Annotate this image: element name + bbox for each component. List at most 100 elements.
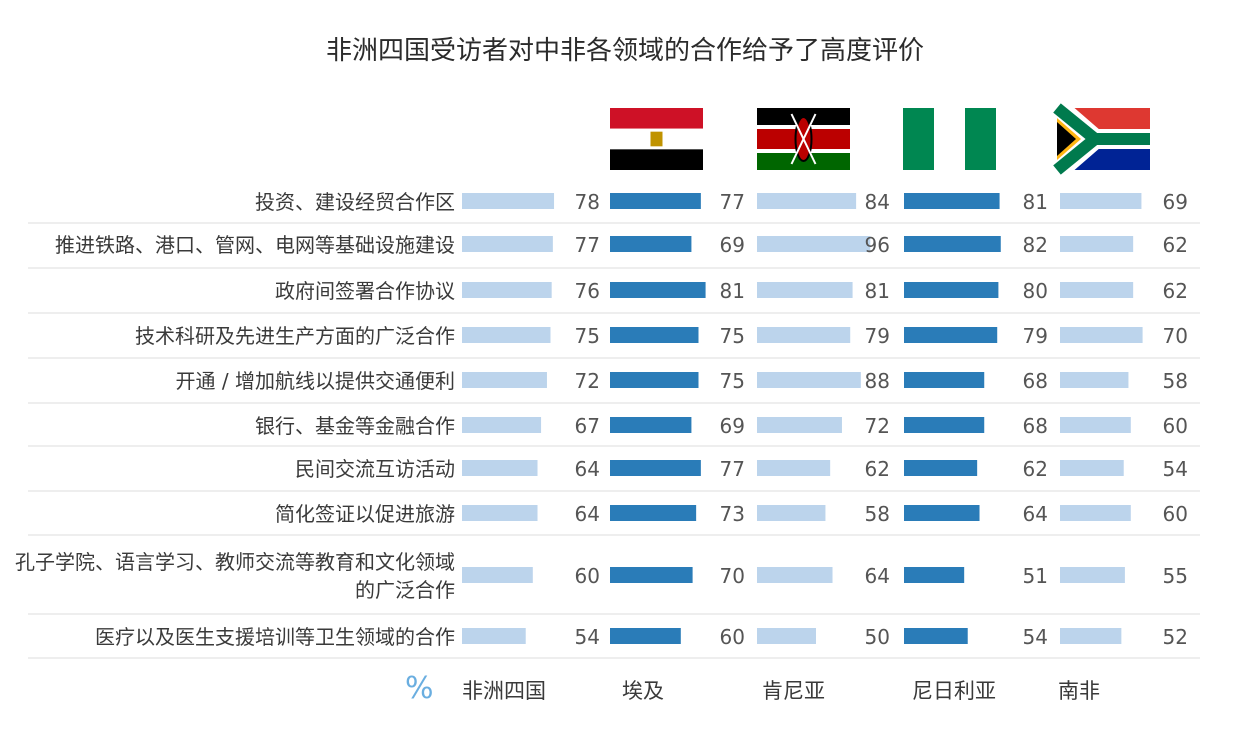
chart-title: 非洲四国受访者对中非各领域的合作给予了高度评价 (325, 36, 924, 66)
bar (610, 628, 681, 644)
bar (610, 417, 692, 433)
value-label: 96 (865, 233, 890, 257)
category-label: 简化签证以促进旅游 (275, 502, 455, 526)
bar (462, 282, 552, 298)
chart-row: 简化签证以促进旅游 64 73 58 64 60 (275, 502, 1188, 526)
value-label: 64 (1023, 502, 1048, 526)
value-label: 50 (865, 625, 890, 649)
value-label: 62 (1163, 279, 1188, 303)
bar (1060, 372, 1129, 388)
bar (462, 628, 526, 644)
category-label: 投资、建设经贸合作区 (255, 190, 455, 214)
chart-row: 政府间签署合作协议 76 81 81 80 62 (275, 279, 1188, 303)
bar (1060, 236, 1134, 252)
value-label: 62 (1023, 457, 1048, 481)
bar (462, 236, 553, 252)
bar (904, 193, 1000, 209)
value-label: 64 (575, 502, 600, 526)
value-label: 60 (1163, 502, 1188, 526)
value-label: 77 (720, 457, 745, 481)
category-label: 孔子学院、语言学习、教师交流等教育和文化领域的广泛合作 (15, 550, 455, 602)
value-label: 68 (1023, 369, 1048, 393)
bar (904, 628, 968, 644)
category-label: 银行、基金等金融合作 (255, 414, 455, 438)
chart-row: 投资、建设经贸合作区 78 77 84 81 69 (255, 190, 1188, 214)
bar (462, 327, 551, 343)
value-label: 72 (865, 414, 890, 438)
series-label: 非洲四国 (462, 679, 546, 703)
value-label: 54 (1023, 625, 1048, 649)
south-africa-flag (1050, 98, 1150, 180)
value-label: 60 (720, 625, 745, 649)
bar (610, 193, 701, 209)
series-label: 埃及 (622, 679, 664, 703)
bar (904, 567, 965, 583)
bar (1060, 628, 1122, 644)
bar (462, 372, 547, 388)
value-label: 80 (1023, 279, 1048, 303)
value-label: 58 (865, 502, 890, 526)
bar (757, 372, 861, 388)
bar (757, 327, 851, 343)
series-label: 肯尼亚 (762, 679, 825, 703)
bar (757, 417, 842, 433)
category-label: 推进铁路、港口、管网、电网等基础设施建设 (55, 233, 455, 257)
value-label: 54 (575, 625, 600, 649)
chart-row: 技术科研及先进生产方面的广泛合作 75 75 79 79 70 (135, 324, 1188, 348)
value-label: 84 (865, 190, 890, 214)
value-label: 68 (1023, 414, 1048, 438)
chart-row: 银行、基金等金融合作 67 69 72 68 60 (255, 414, 1188, 438)
value-label: 67 (575, 414, 600, 438)
bar (610, 327, 699, 343)
value-label: 60 (1163, 414, 1188, 438)
bar (462, 567, 533, 583)
egypt-flag (610, 108, 703, 170)
category-label: 民间交流互访活动 (295, 457, 455, 481)
value-label: 69 (720, 233, 745, 257)
value-label: 75 (575, 324, 600, 348)
bar (610, 282, 706, 298)
chart-row: 民间交流互访活动 64 77 62 62 54 (295, 457, 1188, 481)
bar (904, 372, 985, 388)
bar (904, 417, 985, 433)
bar (1060, 193, 1142, 209)
nigeria-flag (903, 108, 996, 170)
bar (757, 193, 857, 209)
value-label: 79 (865, 324, 890, 348)
bar (757, 460, 831, 476)
bar (1060, 282, 1134, 298)
series-label: 尼日利亚 (912, 679, 996, 703)
bar (610, 236, 692, 252)
value-label: 69 (1163, 190, 1188, 214)
value-label: 88 (865, 369, 890, 393)
bar (462, 417, 542, 433)
value-label: 70 (720, 564, 745, 588)
bar (462, 460, 538, 476)
bar (757, 628, 816, 644)
bar (462, 193, 555, 209)
bar (904, 460, 978, 476)
value-label: 52 (1163, 625, 1188, 649)
bar (1060, 417, 1131, 433)
value-label: 76 (575, 279, 600, 303)
bar (904, 327, 998, 343)
category-label: 医疗以及医生支援培训等卫生领域的合作 (95, 625, 455, 649)
bar (1060, 327, 1143, 343)
bar (610, 372, 699, 388)
value-label: 77 (720, 190, 745, 214)
value-label: 69 (720, 414, 745, 438)
value-label: 64 (575, 457, 600, 481)
category-label: 技术科研及先进生产方面的广泛合作 (135, 324, 455, 348)
bar (904, 236, 1001, 252)
bar (1060, 505, 1131, 521)
value-label: 70 (1163, 324, 1188, 348)
bar (757, 505, 826, 521)
value-label: 79 (1023, 324, 1048, 348)
value-label: 78 (575, 190, 600, 214)
series-label: 南非 (1058, 679, 1100, 703)
value-label: 58 (1163, 369, 1188, 393)
value-label: 81 (1023, 190, 1048, 214)
value-label: 60 (575, 564, 600, 588)
value-label: 64 (865, 564, 890, 588)
